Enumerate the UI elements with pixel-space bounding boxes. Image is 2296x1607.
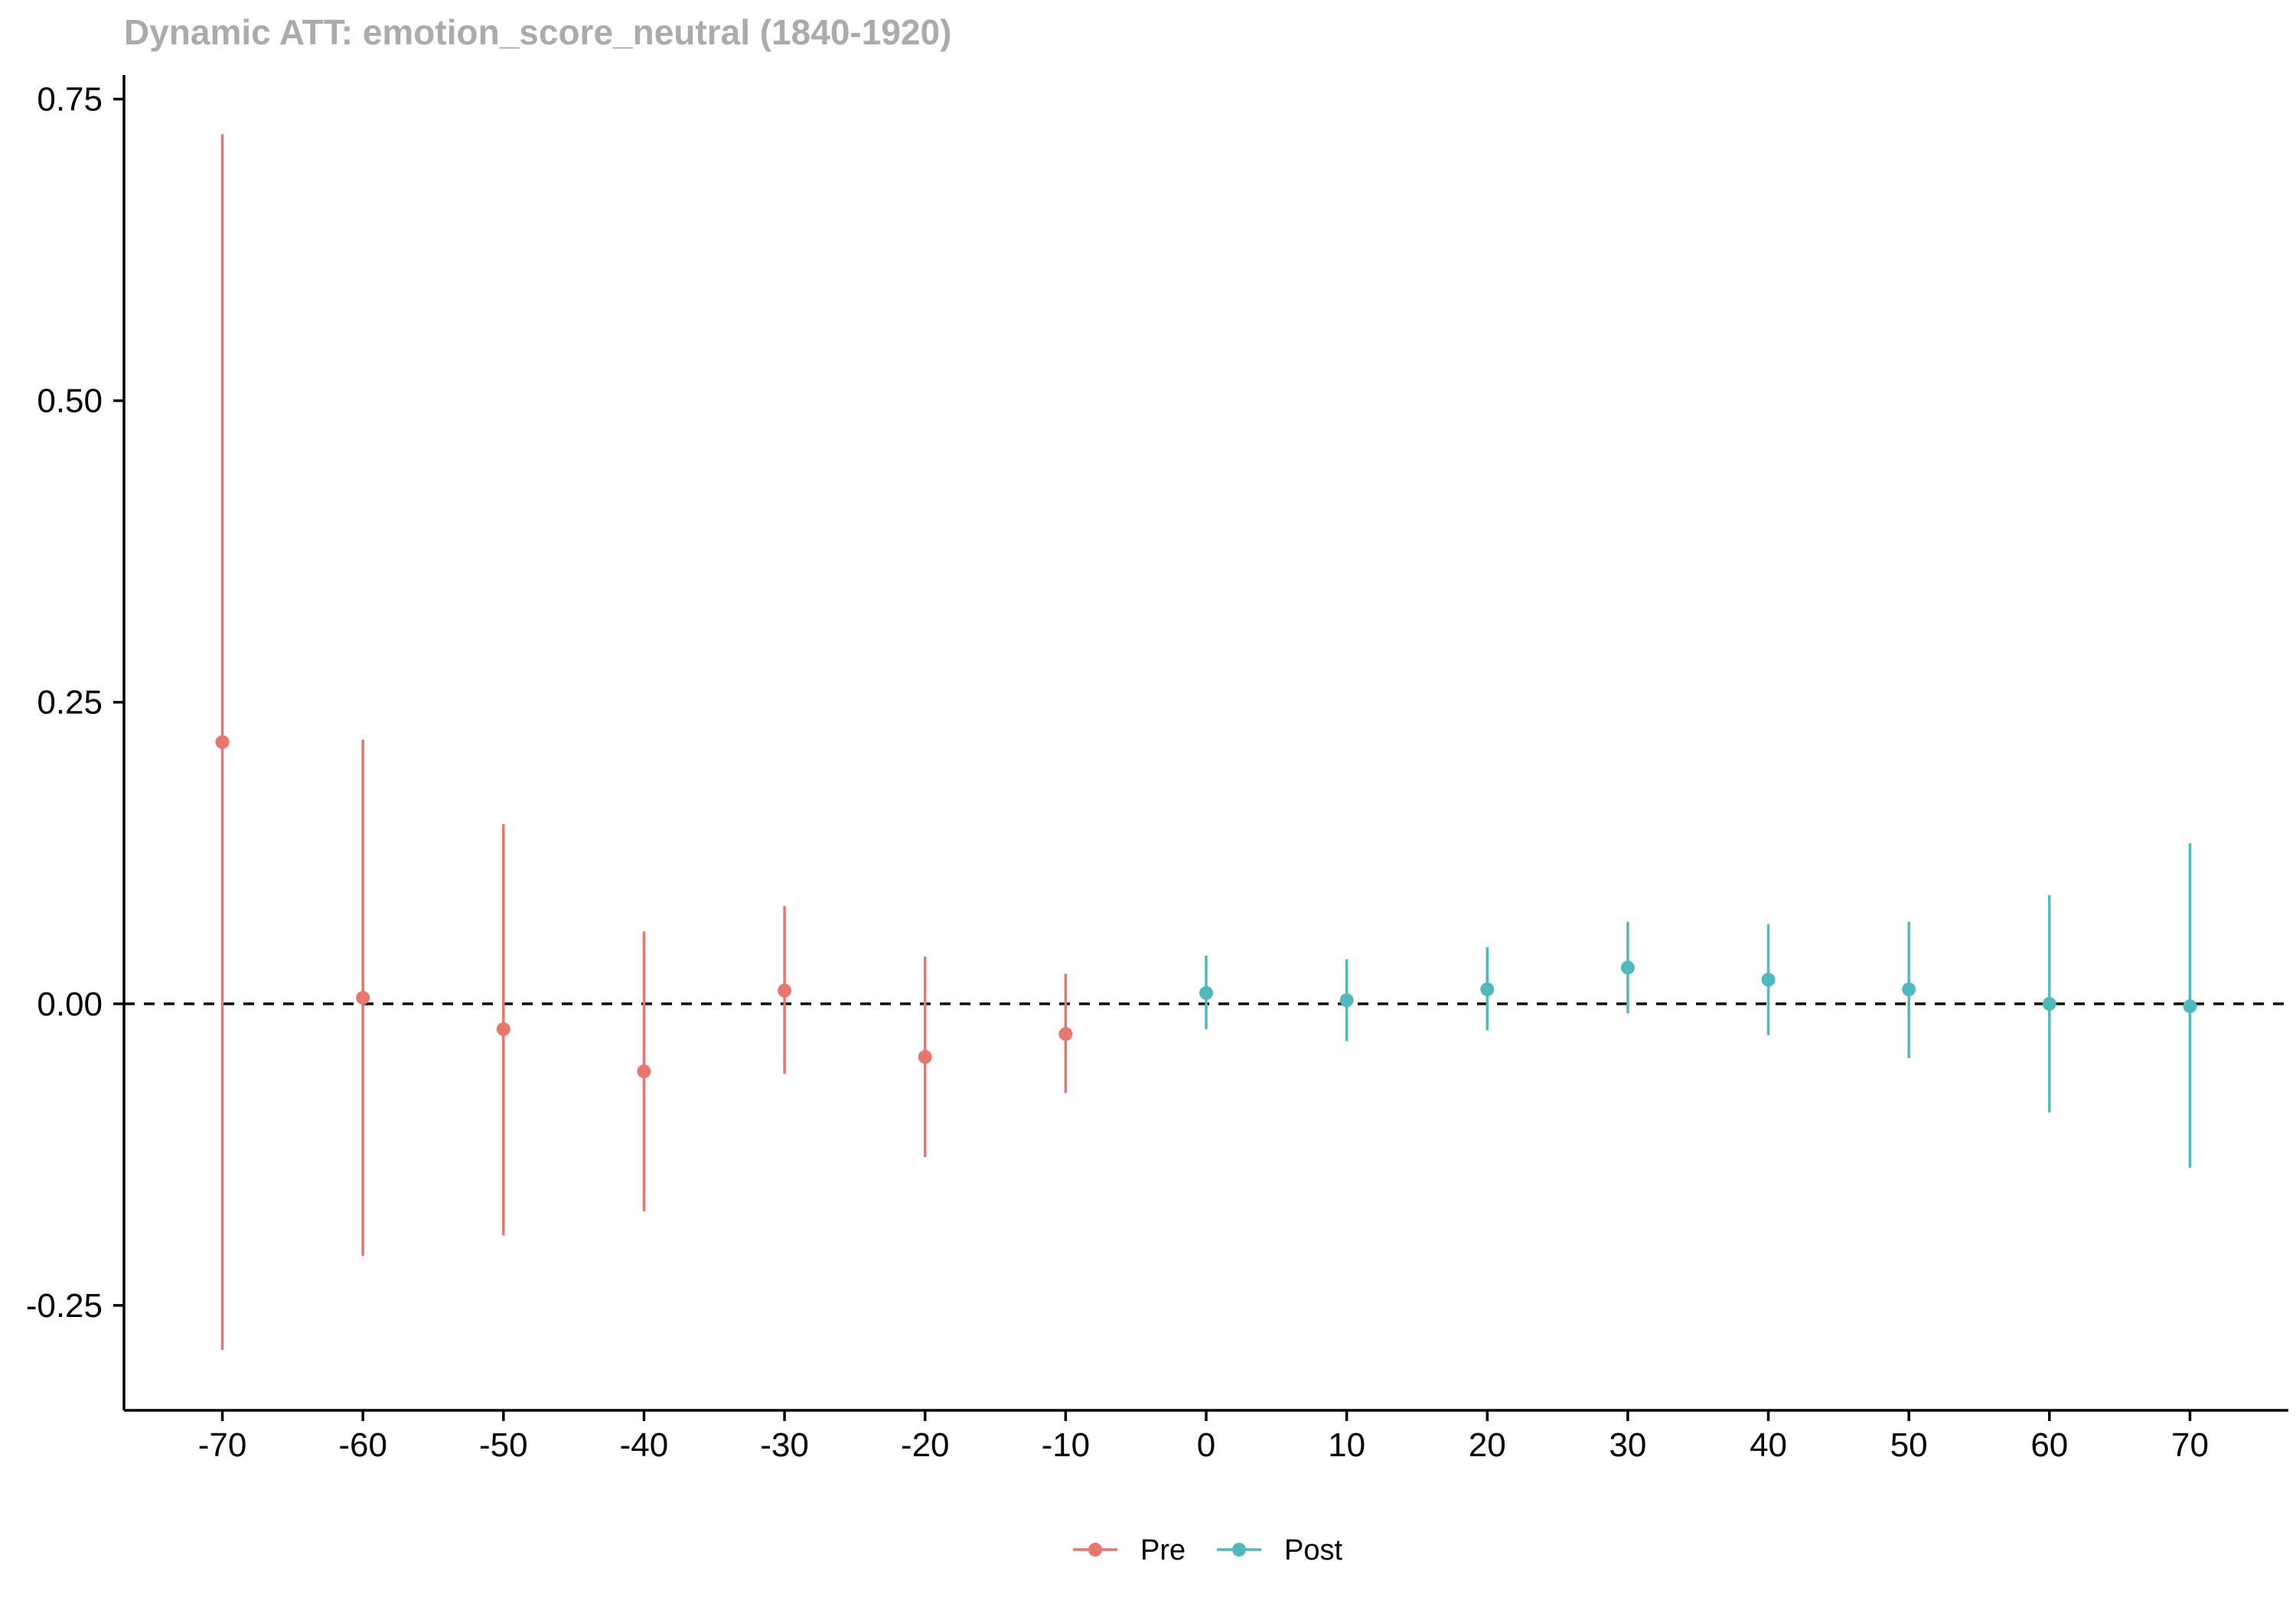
x-tick-label: 60	[2030, 1426, 2068, 1464]
legend-key-point	[1088, 1543, 1102, 1556]
point-estimate	[1620, 960, 1635, 975]
x-tick-label: -30	[760, 1426, 809, 1464]
legend-item-post: Post	[1217, 1534, 1342, 1566]
point-estimate	[1902, 982, 1916, 996]
legend-label: Post	[1284, 1534, 1342, 1566]
point-estimate	[2042, 996, 2056, 1011]
plot-area: -0.25 0.00 0.25 0.50 0.75 -70 -60 -50 -40 -30 -20 -…	[26, 75, 2288, 1464]
point-estimate	[356, 990, 370, 1005]
legend-key-point	[1232, 1543, 1246, 1556]
x-tick-label: 50	[1890, 1426, 1928, 1464]
y-tick-label: 0.50	[37, 383, 103, 420]
x-tick-label: 10	[1328, 1426, 1365, 1464]
point-estimate	[2183, 999, 2197, 1013]
x-tick-label: -40	[620, 1426, 669, 1464]
x-tick-label: 0	[1197, 1426, 1215, 1464]
chart-title: Dynamic ATT: emotion_score_neutral (1840…	[124, 12, 951, 52]
x-tick-label: 70	[2171, 1426, 2209, 1464]
y-tick-label: -0.25	[26, 1287, 103, 1325]
point-estimate	[778, 983, 792, 998]
point-estimate	[1199, 986, 1213, 1000]
point-estimate	[496, 1022, 510, 1036]
point-estimate	[637, 1064, 651, 1079]
point-estimate	[1761, 973, 1776, 987]
y-tick-label: 0.75	[37, 81, 103, 119]
point-estimate	[918, 1050, 932, 1064]
x-tick-label: -10	[1042, 1426, 1091, 1464]
point-estimate	[215, 735, 230, 749]
point-estimate	[1058, 1027, 1073, 1041]
x-tick-label: -70	[198, 1426, 247, 1464]
legend-label: Pre	[1140, 1534, 1186, 1566]
legend-item-pre: Pre	[1073, 1534, 1186, 1566]
y-tick-label: 0.25	[37, 684, 103, 722]
point-estimate	[1480, 982, 1495, 996]
y-tick-label: 0.00	[37, 986, 103, 1023]
series-pre	[215, 134, 1073, 1351]
x-tick-label: -60	[338, 1426, 387, 1464]
x-tick-label: -20	[901, 1426, 950, 1464]
x-tick-label: 40	[1750, 1426, 1787, 1464]
x-tick-label: -50	[479, 1426, 528, 1464]
x-tick-label: 30	[1609, 1426, 1646, 1464]
point-estimate	[1339, 993, 1354, 1008]
x-tick-label: 20	[1469, 1426, 1506, 1464]
legend: Pre Post	[1073, 1534, 1342, 1566]
series-post	[1199, 843, 2197, 1169]
